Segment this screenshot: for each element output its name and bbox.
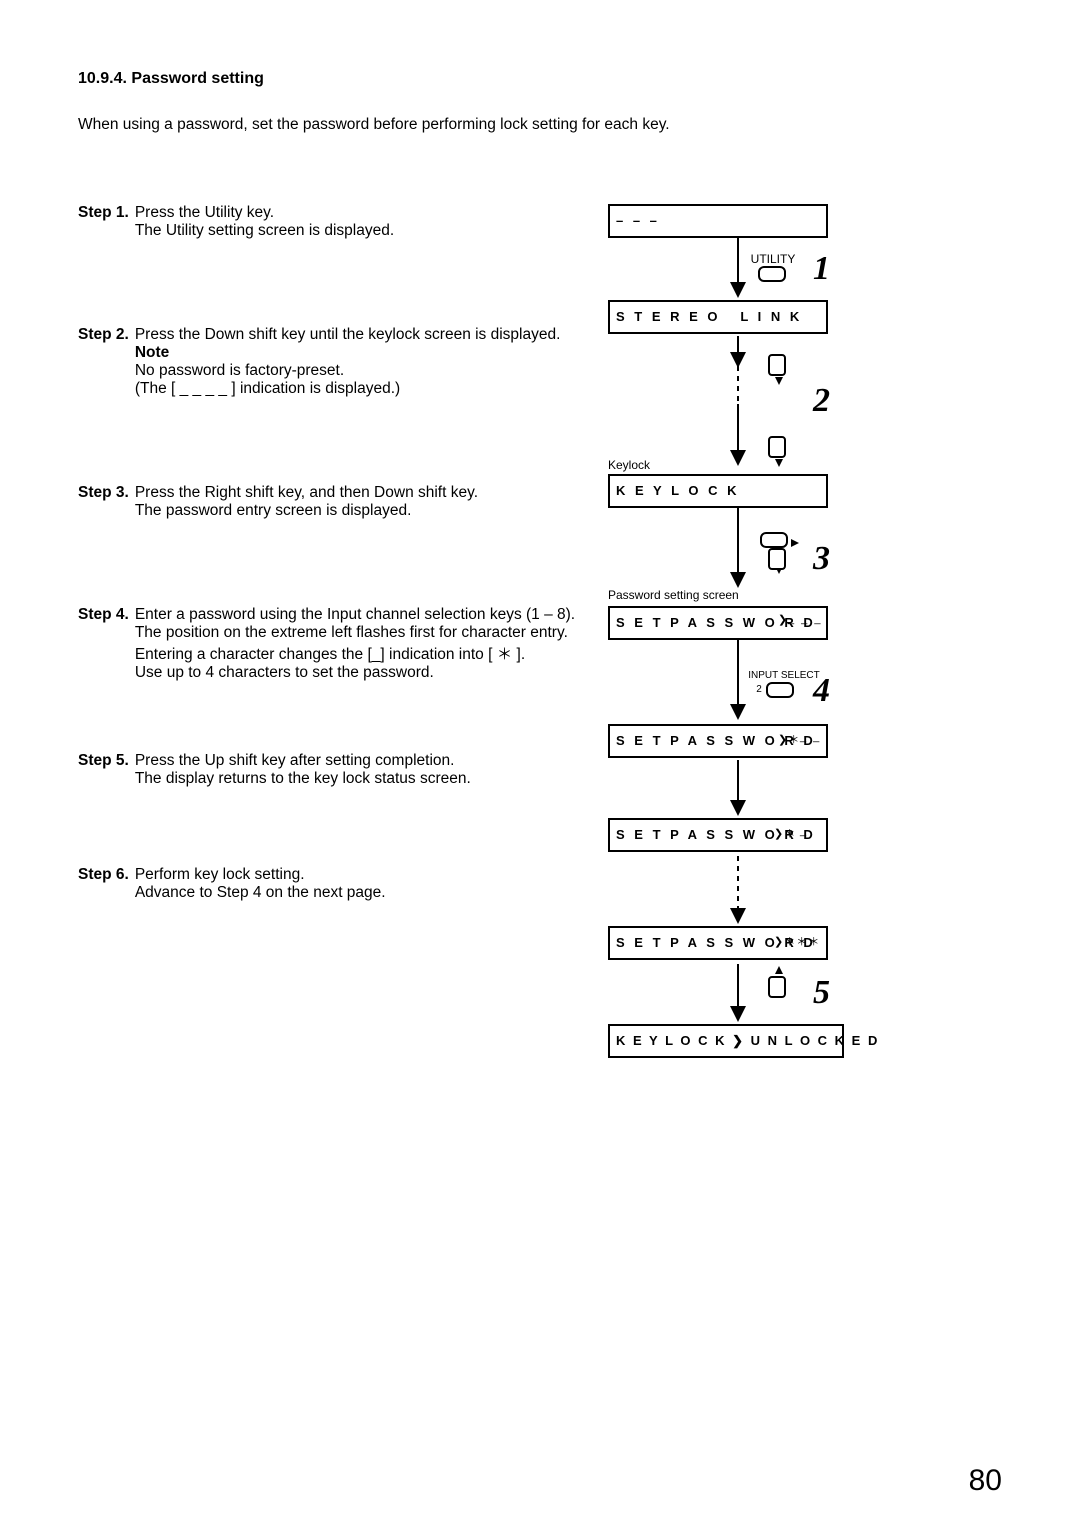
- step-1-label: Step 1.: [78, 204, 129, 240]
- cursor-icon: ❯: [778, 613, 788, 626]
- big-3: 3: [813, 540, 830, 578]
- down-shift-button-icon-3: [768, 548, 786, 570]
- page-number: 80: [969, 1464, 1002, 1498]
- underscore-cursor: _ _ _: [788, 613, 822, 625]
- step-2-note-hd: Note: [135, 344, 561, 362]
- lcd-keylock-unlocked: K E Y L O C K ❯ U N L O C K E D: [608, 1024, 844, 1058]
- utility-caption: UTILITY: [750, 252, 796, 266]
- section-title: 10.9.4. Password setting: [78, 70, 1002, 88]
- step-5-label: Step 5.: [78, 752, 129, 788]
- big-2: 2: [813, 382, 830, 420]
- down-shift-button-icon-2: [768, 436, 786, 458]
- step-5-body: Press the Up shift key after setting com…: [135, 752, 471, 788]
- intro-text: When using a password, set the password …: [78, 116, 1002, 134]
- input-select-caption: INPUT SELECT: [748, 670, 820, 681]
- up-shift-button-icon: [768, 976, 786, 998]
- utility-button-icon: [758, 266, 786, 282]
- input-select-num: 2: [754, 684, 764, 695]
- steps-column: Step 1. Press the Utility key. The Utili…: [78, 204, 608, 1084]
- section-number: 10.9.4.: [78, 70, 127, 87]
- step-2-label: Step 2.: [78, 326, 129, 398]
- keylock-caption: Keylock: [608, 458, 650, 472]
- step-6-body: Perform key lock setting. Advance to Ste…: [135, 866, 386, 902]
- step-4-body: Enter a password using the Input channel…: [135, 606, 575, 682]
- pw-setting-caption: Password setting screen: [608, 588, 739, 602]
- down-shift-button-icon: [768, 354, 786, 376]
- section-title-text: Password setting: [131, 70, 263, 87]
- lcd-keylock: K E Y L O C K: [608, 474, 828, 508]
- big-1: 1: [813, 250, 830, 288]
- input-select-button-icon: [766, 682, 794, 698]
- star-cursor-icon: ❯＊: [778, 731, 800, 747]
- lcd-stereo-link: S T E R E O L I N K: [608, 300, 828, 334]
- step-1-body: Press the Utility key. The Utility setti…: [135, 204, 394, 240]
- step-3-label: Step 3.: [78, 484, 129, 520]
- big-5: 5: [813, 974, 830, 1012]
- pw-stars: ❯＊＊＊: [774, 933, 820, 949]
- step-6-label: Step 6.: [78, 866, 129, 902]
- right-shift-button-icon: [760, 532, 788, 548]
- big-4: 4: [813, 672, 830, 710]
- step-3-body: Press the Right shift key, and then Down…: [135, 484, 478, 520]
- diagram-column: – – –: [608, 204, 928, 1084]
- step-4-label: Step 4.: [78, 606, 129, 682]
- step-2-body: Press the Down shift key until the keylo…: [135, 326, 561, 398]
